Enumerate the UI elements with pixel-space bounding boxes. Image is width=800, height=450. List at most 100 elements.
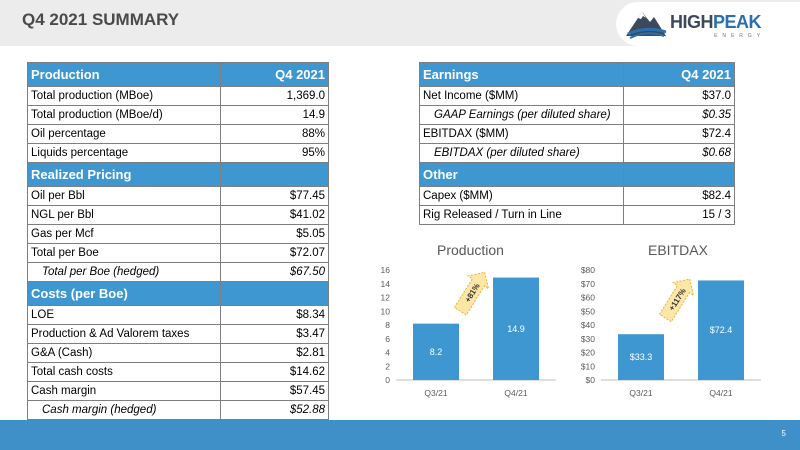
y-tick-label: 16 [381,265,391,275]
row-label: G&A (Cash) [27,343,221,363]
row-value: $0.68 [623,143,735,163]
bar [493,277,539,380]
x-tick-label: Q3/21 [424,388,447,398]
table-row: EBITDAX (per diluted share) $0.68 [419,143,735,163]
row-label: Total per Boe (hedged) [27,262,221,282]
row-label: NGL per Bbl [27,205,221,225]
row-value: $5.05 [220,224,329,244]
table-row: Rig Released / Turn in Line 15 / 3 [419,205,735,225]
other-header-row: Other [419,162,735,187]
section-header: Other [419,162,624,187]
table-row: Total per Boe (hedged) $67.50 [27,262,329,282]
y-tick-label: $60 [581,293,595,303]
x-tick-label: Q3/21 [629,388,652,398]
y-tick-label: $80 [581,265,595,275]
row-label: EBITDAX (per diluted share) [419,143,624,163]
table-row: LOE $8.34 [27,305,329,325]
data-label: 14.9 [507,324,525,334]
section-header-blank [220,162,329,187]
growth-arrow: +81% [453,271,490,316]
mountain-icon [626,12,667,39]
page-title: Q4 2021 SUMMARY [22,10,180,29]
row-value: $2.81 [220,343,329,363]
bar [698,280,744,380]
x-tick-label: Q4/21 [709,388,732,398]
table-row: GAAP Earnings (per diluted share) $0.35 [419,105,735,125]
row-value: $77.45 [220,186,329,206]
y-tick-label: 0 [385,375,390,385]
row-value: $37.0 [623,86,735,106]
table-row: Cash margin $57.45 [27,381,329,401]
row-label: Net Income ($MM) [419,86,624,106]
table-row: Total production (MBoe/d) 14.9 [27,105,329,125]
row-label: Production & Ad Valorem taxes [27,324,221,344]
table-row: Oil per Bbl $77.45 [27,186,329,206]
y-tick-label: $40 [581,320,595,330]
row-value: 88% [220,124,329,144]
production-chart: 0 2 4 6 8 10 12 14 16 8.2 Q3/21 14.9 Q4/21 +81% [381,265,556,398]
table-row: Production & Ad Valorem taxes $3.47 [27,324,329,344]
row-value: $82.4 [623,186,735,206]
y-tick-label: $50 [581,306,595,316]
table-row: Total cash costs $14.62 [27,362,329,382]
section-header: Costs (per Boe) [27,281,221,306]
row-value: $0.35 [623,105,735,125]
row-value: $67.50 [220,262,329,282]
section-header: Earnings [419,62,624,87]
footer-bar [0,420,800,450]
page-number: 5 [781,429,786,438]
growth-arrow-shape [658,278,695,323]
earnings-header-row: Earnings Q4 2021 [419,62,735,87]
section-header-blank [623,162,735,187]
row-label: Total cash costs [27,362,221,382]
row-label: Oil per Bbl [27,186,221,206]
y-tick-label: $10 [581,361,595,371]
row-value: $3.47 [220,324,329,344]
y-tick-label: 4 [385,348,390,358]
period-header: Q4 2021 [220,62,329,87]
section-header: Realized Pricing [27,162,221,187]
bar [413,323,459,380]
table-row: Oil percentage 88% [27,124,329,144]
y-tick-label: $70 [581,279,595,289]
y-tick-label: $0 [586,375,596,385]
x-tick-label: Q4/21 [504,388,527,398]
logo-wordmark: HIGHPEAK [670,12,762,32]
table-row: Cash margin (hedged) $52.88 [27,400,329,420]
costs-header-row: Costs (per Boe) [27,281,329,306]
y-tick-label: 2 [385,361,390,371]
row-label: Oil percentage [27,124,221,144]
table-row: G&A (Cash) $2.81 [27,343,329,363]
table-row: Net Income ($MM) $37.0 [419,86,735,106]
row-label: Cash margin [27,381,221,401]
data-label: 8.2 [430,347,443,357]
table-row: Capex ($MM) $82.4 [419,186,735,206]
row-label: Gas per Mcf [27,224,221,244]
y-tick-label: 6 [385,334,390,344]
row-value: $72.07 [220,243,329,263]
growth-arrow-shape [453,271,490,316]
row-value: 1,369.0 [220,86,329,106]
operations-table: Production Q4 2021 Total production (MBo… [27,62,329,420]
production-chart-title: Production [437,242,504,258]
row-label: Capex ($MM) [419,186,624,206]
y-tick-label: 10 [381,306,391,316]
row-value: 14.9 [220,105,329,125]
data-label: $72.4 [710,325,733,335]
period-header: Q4 2021 [623,62,735,87]
table-row: Total production (MBoe) 1,369.0 [27,86,329,106]
row-value: 15 / 3 [623,205,735,225]
company-logo: HIGHPEAK ENERGY [616,2,800,46]
row-label: Total per Boe [27,243,221,263]
row-label: EBITDAX ($MM) [419,124,624,144]
row-value: $57.45 [220,381,329,401]
bar [618,334,664,380]
row-label: Total production (MBoe/d) [27,105,221,125]
row-value: $72.4 [623,124,735,144]
ebitdax-chart-title: EBITDAX [648,242,708,258]
pricing-header-row: Realized Pricing [27,162,329,187]
row-value: $14.62 [220,362,329,382]
financials-table: Earnings Q4 2021 Net Income ($MM) $37.0 G… [419,62,735,225]
table-row: EBITDAX ($MM) $72.4 [419,124,735,144]
section-header-blank [220,281,329,306]
